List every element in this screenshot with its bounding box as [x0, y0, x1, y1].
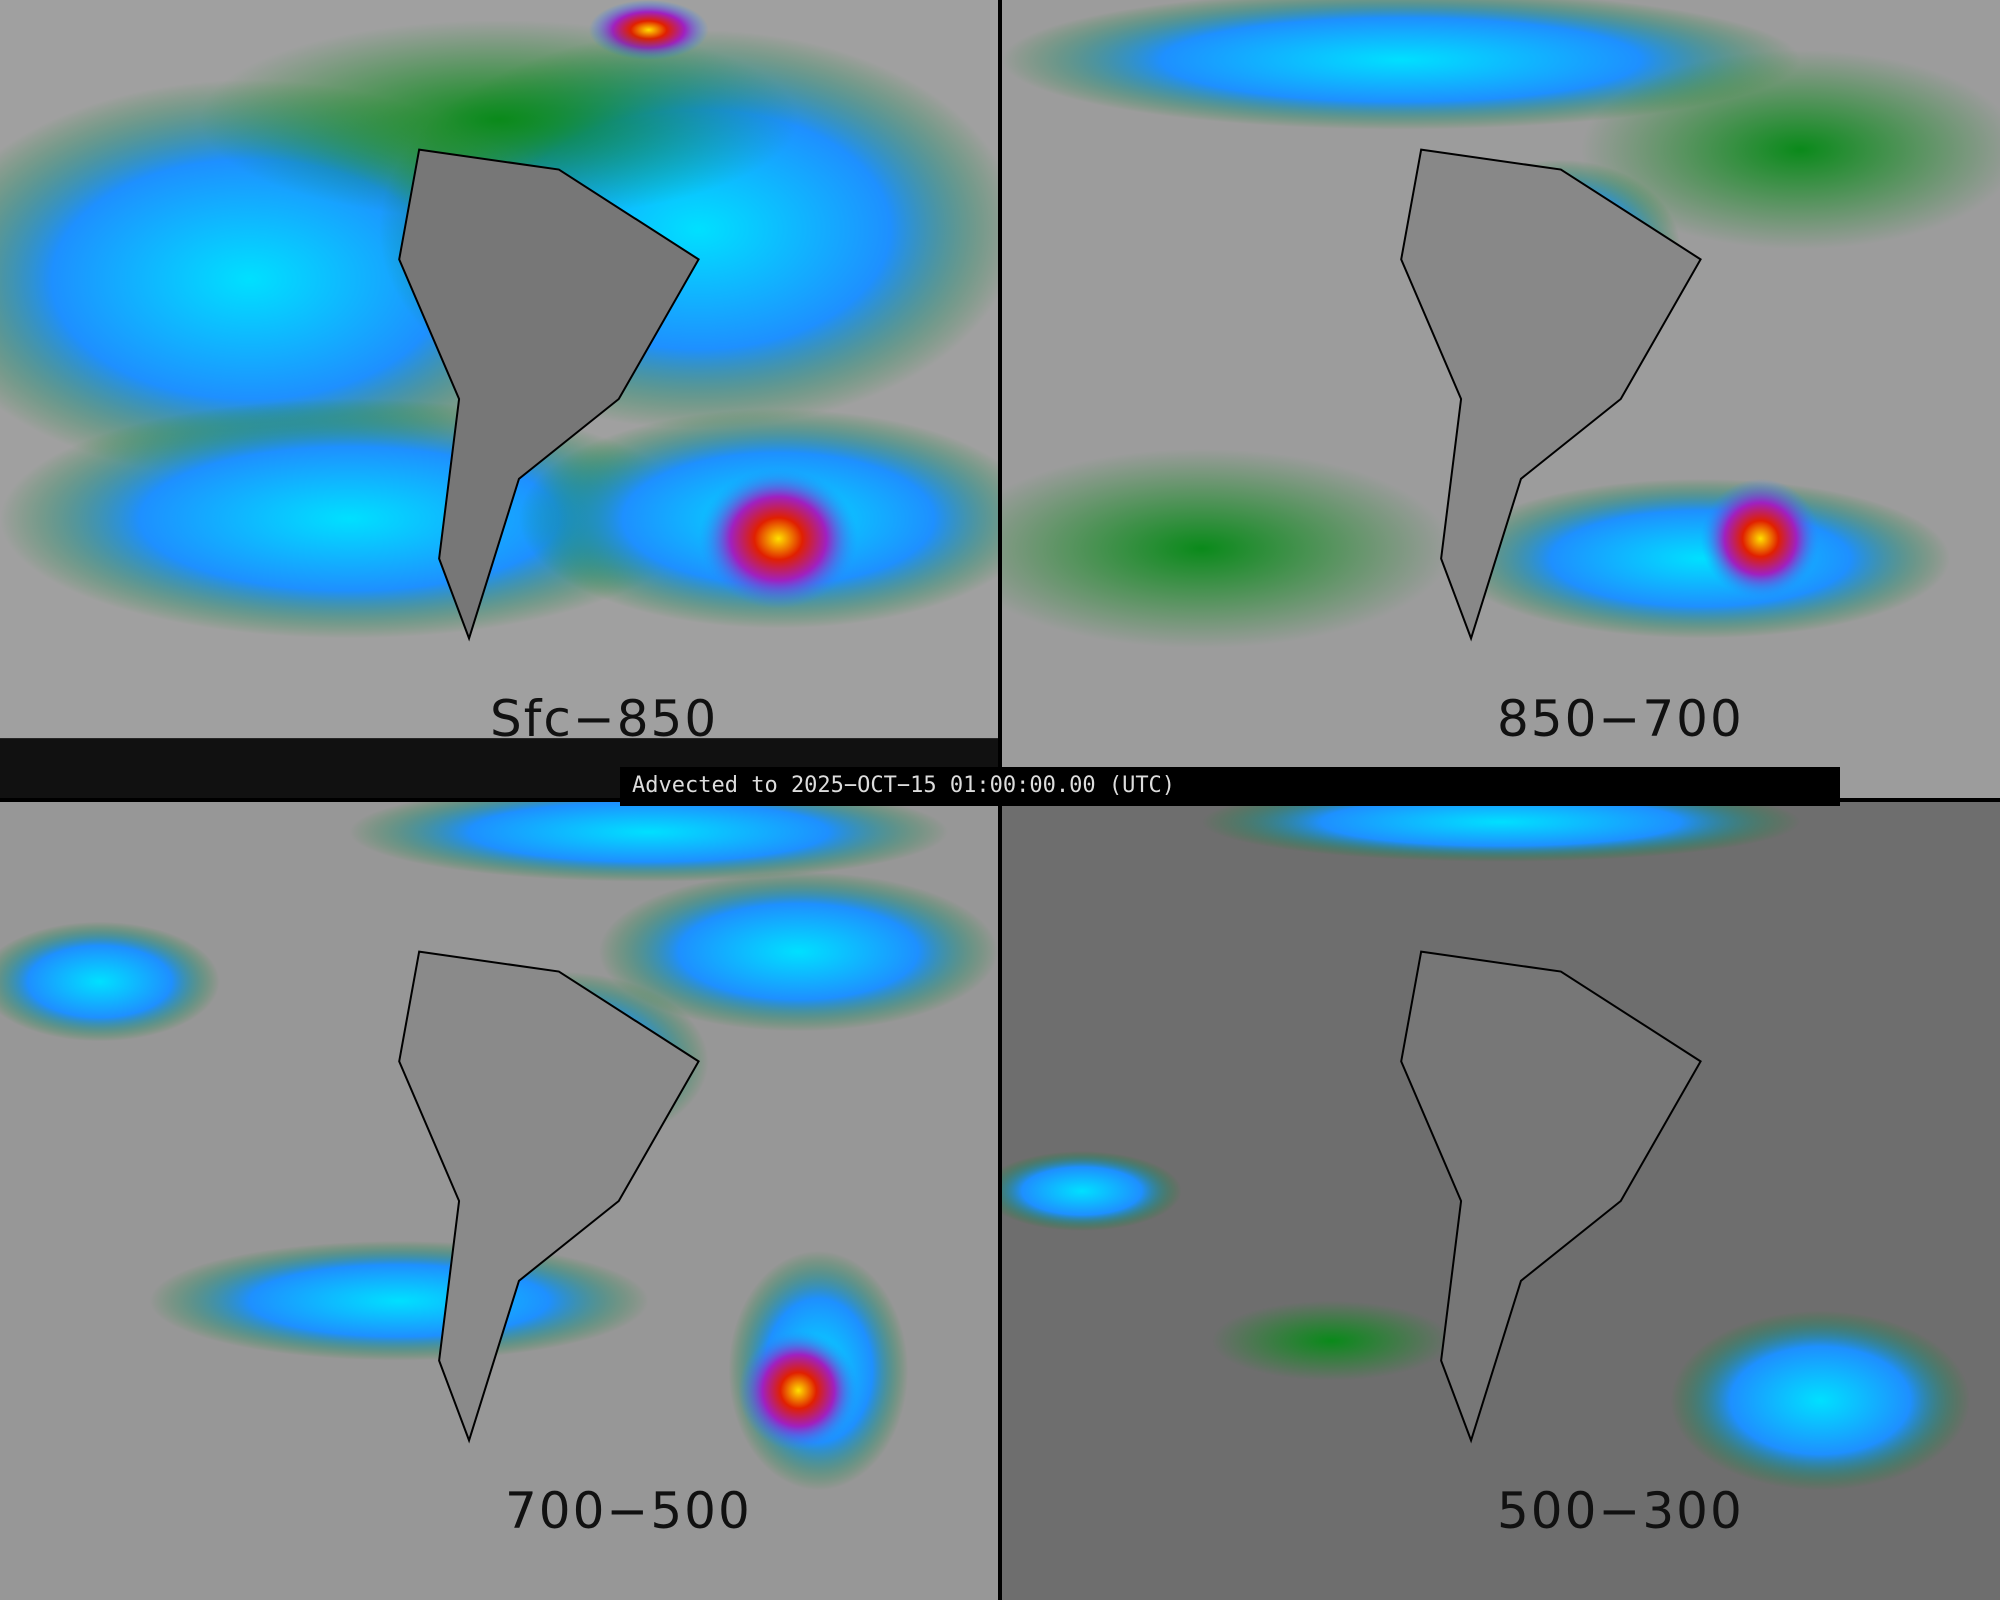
panel-label: Sfc−850: [490, 690, 719, 748]
panel-700-500: 700−500: [0, 802, 998, 1600]
panel-label: 500−300: [1497, 1482, 1744, 1540]
panel-label: 850−700: [1497, 690, 1744, 748]
map-sfc-850: [0, 0, 998, 798]
panel-500-300: 500−300: [1002, 802, 2000, 1600]
timestamp-text: Advected to 2025−OCT−15 01:00:00.00 (UTC…: [632, 773, 1176, 798]
map-500-300: [1002, 802, 2000, 1600]
map-850-700: [1002, 0, 2000, 798]
panel-850-700: 850−700: [1002, 0, 2000, 798]
map-700-500: [0, 802, 998, 1600]
panel-label: 700−500: [505, 1482, 752, 1540]
panel-sfc-850: Sfc−850: [0, 0, 998, 798]
timestamp-banner: Advected to 2025−OCT−15 01:00:00.00 (UTC…: [620, 767, 1840, 806]
